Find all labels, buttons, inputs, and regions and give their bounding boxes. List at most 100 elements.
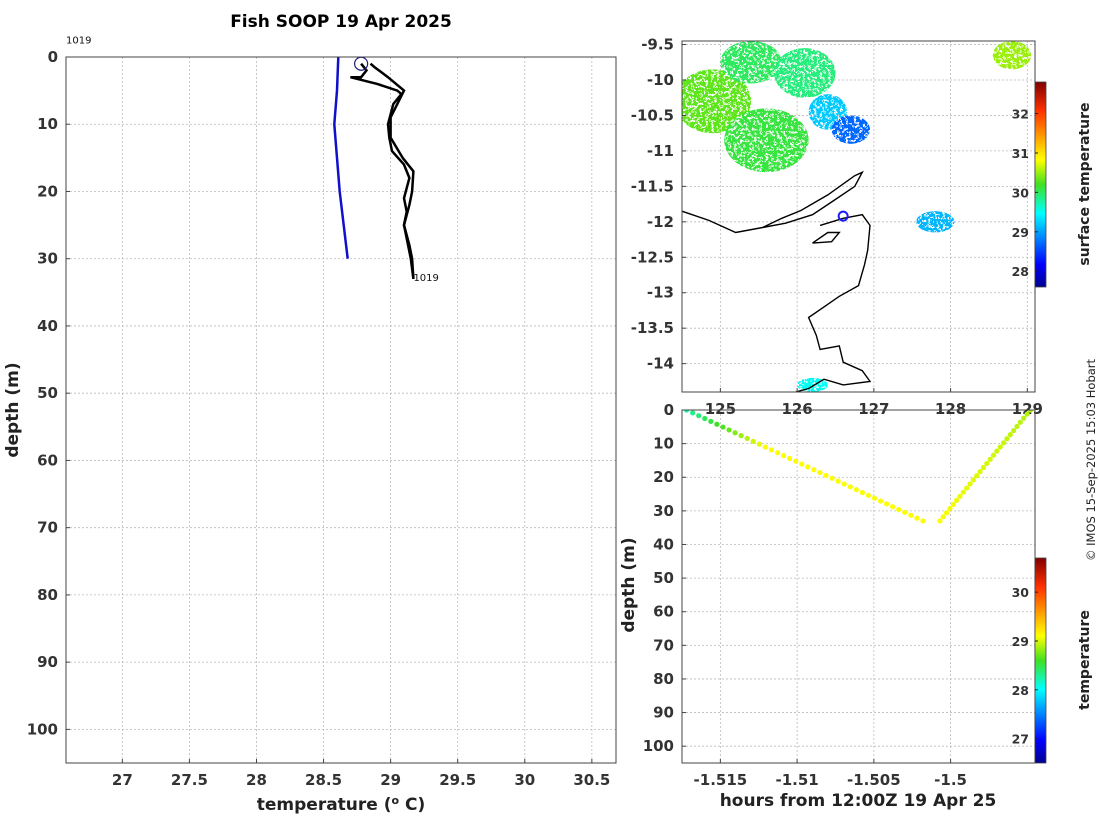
profile-climatology-line: [333, 57, 349, 259]
coastline-segment: [795, 213, 872, 392]
transect-point: [1000, 440, 1007, 446]
x-tick-label: -1.51: [775, 771, 818, 789]
sst-patch: [724, 108, 809, 173]
x-tick-label: 29.5: [439, 771, 476, 789]
transect-point: [957, 493, 963, 499]
transect-point: [732, 430, 738, 436]
transect-point: [947, 506, 953, 512]
profile-downcast-line: [350, 62, 415, 279]
transect-point: [1014, 423, 1020, 430]
colorbar-tick-label: 28: [1012, 264, 1029, 279]
colorbar-tick-label: 31: [1012, 146, 1029, 161]
transect-point: [744, 435, 750, 442]
transect-point: [1007, 432, 1013, 438]
transect-point: [799, 461, 805, 467]
colorbar-tick-label: 30: [1012, 185, 1030, 200]
y-tick-label: 60: [37, 451, 58, 469]
map-panel: 125 126 127 128 129 -9.5-10-10.5-11-11.5-12-…: [631, 36, 1093, 418]
transect-point: [1027, 410, 1033, 413]
y-tick-label: 90: [653, 704, 674, 722]
y-tick-label: 50: [37, 384, 58, 402]
x-tick-label: 30.5: [573, 771, 610, 789]
transect-point: [902, 509, 908, 516]
profile-panel: 27 27.5 28 28.5 29 29.5 30 30.5 0 10 20 30 40 50 60 70…: [3, 36, 617, 815]
transect-point: [1004, 436, 1010, 442]
transect-point: [853, 487, 859, 493]
y-tick-label: 10: [653, 435, 674, 453]
profile-axes-frame: [65, 56, 617, 764]
map-y-ticks: -9.5 -10 -10.5 -11 -11.5 -12 -12.5 -13 -13.5 -14: [631, 36, 686, 373]
transect-point: [1024, 411, 1030, 417]
y-tick-label: 20: [37, 182, 58, 200]
map-colorbar-label: surface temperature: [1077, 102, 1093, 265]
transect-point: [696, 413, 702, 419]
sst-patch: [831, 115, 871, 144]
sst-patch: [774, 48, 836, 98]
transect-point: [950, 501, 956, 508]
x-tick-label: 127: [858, 400, 889, 418]
transect-point: [823, 472, 829, 479]
profile-cast-id-bottom: 1019: [413, 273, 438, 284]
profile-y-axis-label: depth (m): [3, 362, 23, 457]
y-tick-label: 0: [664, 401, 674, 419]
map-station-marker: [837, 210, 849, 222]
x-tick-label: 29: [380, 771, 401, 789]
coastline-segment: [812, 231, 841, 244]
y-tick-label: 30: [37, 250, 58, 268]
transect-point: [750, 438, 756, 444]
colorbar-tick-label: 32: [1012, 107, 1029, 122]
y-tick-label: 40: [37, 317, 58, 335]
transect-point: [997, 444, 1003, 450]
colorbar-tick-label: 29: [1012, 634, 1029, 649]
transect-point: [805, 464, 811, 470]
transect-point: [943, 510, 950, 516]
map-data: [682, 41, 1032, 392]
y-tick-label: 10: [37, 115, 58, 133]
y-tick-label: 20: [653, 468, 674, 486]
y-tick-label: -10.5: [631, 106, 674, 124]
transect-point: [780, 452, 787, 459]
y-tick-label: 100: [27, 720, 58, 738]
transect-point: [890, 504, 896, 510]
y-tick-label: 70: [653, 636, 674, 654]
transect-point: [1021, 415, 1027, 421]
sst-patch: [916, 211, 955, 233]
x-tick-label: 28.5: [305, 771, 342, 789]
transect-data: [684, 410, 1033, 524]
y-tick-label: 30: [653, 502, 674, 520]
transect-point: [738, 433, 744, 439]
transect-point: [920, 518, 926, 524]
transect-point: [690, 410, 696, 416]
x-tick-label: 126: [781, 400, 812, 418]
sst-patch: [682, 69, 752, 134]
map-colorbar-ticks: 28 29 30 31 32: [1012, 107, 1038, 279]
transect-point: [908, 512, 914, 518]
colorbar-tick-label: 28: [1012, 683, 1029, 698]
transect-grid: [682, 409, 1035, 763]
x-tick-label: 125: [705, 400, 736, 418]
transect-x-axis-label: hours from 12:00Z 19 Apr 25: [720, 791, 997, 811]
y-tick-label: -11: [647, 142, 674, 160]
transect-panel: -1.515 -1.51 -1.505 -1.5 0 10 20 30 40 50 60 70 80 9…: [619, 401, 1093, 811]
map-colorbar: [1034, 81, 1047, 288]
profile-data: [333, 57, 415, 280]
transect-x-ticks: -1.515 -1.51 -1.505 -1.5: [694, 759, 967, 789]
transect-axes-frame: [681, 409, 1036, 764]
y-tick-label: 60: [653, 603, 674, 621]
credit-text: © IMOS 15-Sep-2025 15:03 Hobart: [1084, 358, 1098, 561]
y-tick-label: -11.5: [631, 177, 674, 195]
transect-point: [787, 455, 793, 461]
profile-cast-id-top: 1019: [66, 36, 91, 47]
sst-patch: [720, 41, 782, 84]
profile-x-ticks: 27 27.5 28 28.5 29 29.5 30 30.5: [112, 759, 610, 789]
x-tick-label: -1.5: [934, 771, 967, 789]
y-tick-label: -10: [647, 71, 674, 89]
transect-point: [990, 452, 997, 458]
x-tick-label: 30: [514, 771, 535, 789]
colorbar-tick-label: 30: [1012, 585, 1030, 600]
transect-point: [987, 456, 993, 462]
transect-point: [871, 495, 878, 501]
transect-point: [817, 469, 823, 476]
transect-point: [960, 489, 966, 495]
